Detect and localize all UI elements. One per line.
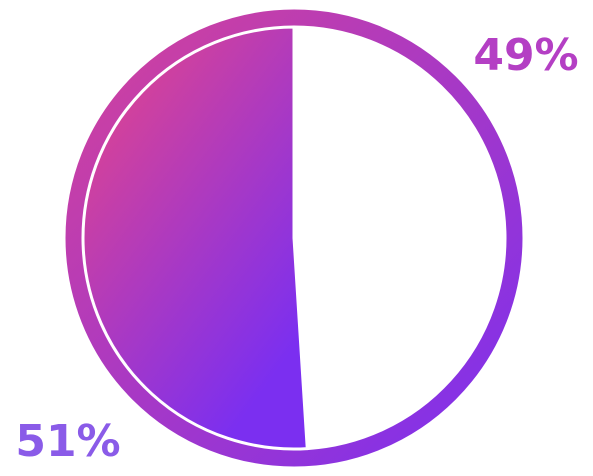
pie-outer-ring — [65, 9, 523, 467]
pie-slice-51 — [81, 25, 309, 451]
slice-label-51: 51% — [15, 416, 120, 467]
pie-slice-49 — [292, 25, 507, 451]
slice-label-49: 49% — [473, 30, 578, 81]
